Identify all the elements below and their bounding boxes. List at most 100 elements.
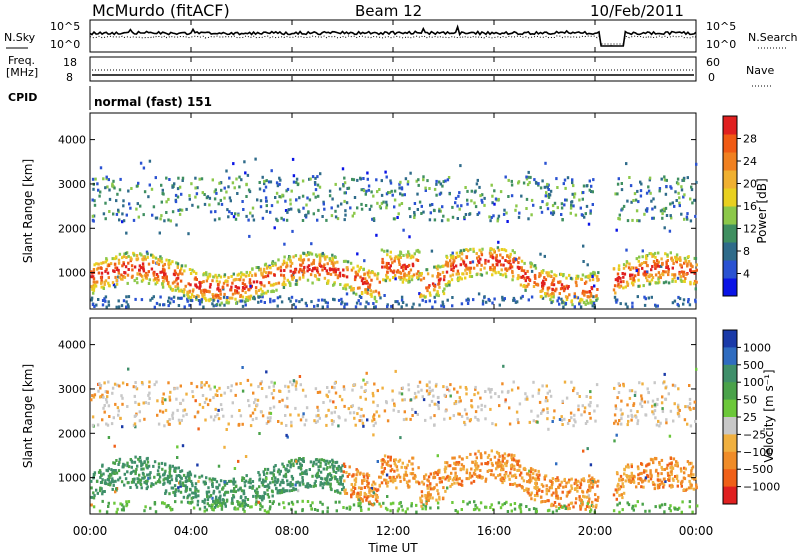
data-cell — [455, 461, 458, 465]
data-cell — [222, 295, 226, 299]
data-cell — [382, 469, 386, 473]
data-cell — [334, 182, 337, 186]
data-cell — [362, 475, 366, 479]
data-cell — [469, 452, 472, 456]
data-cell — [644, 478, 647, 482]
data-cell — [633, 394, 637, 397]
data-cell — [212, 304, 215, 308]
data-cell — [590, 184, 593, 188]
data-cell — [272, 500, 275, 504]
data-cell — [158, 259, 162, 263]
data-cell — [211, 503, 214, 507]
data-cell — [468, 471, 472, 475]
data-cell — [288, 280, 291, 284]
data-cell — [325, 423, 328, 427]
data-cell — [359, 302, 362, 306]
data-cell — [241, 501, 244, 505]
data-cell — [135, 387, 139, 391]
data-cell — [458, 412, 461, 416]
data-cell — [127, 295, 131, 299]
data-cell — [417, 270, 420, 274]
data-cell — [491, 273, 494, 277]
data-cell — [326, 271, 329, 275]
data-cell — [90, 275, 93, 279]
data-cell — [619, 302, 622, 306]
data-cell — [574, 213, 578, 217]
data-cell — [230, 489, 233, 493]
data-cell — [452, 255, 455, 258]
data-cell — [244, 274, 248, 278]
data-cell — [213, 190, 216, 194]
data-cell — [333, 410, 336, 414]
data-cell — [119, 502, 122, 506]
data-cell — [301, 499, 304, 503]
data-cell — [195, 495, 198, 499]
data-cell — [175, 278, 178, 282]
data-cell — [206, 275, 210, 279]
data-cell — [176, 187, 180, 191]
data-cell — [249, 294, 253, 298]
data-cell — [682, 279, 686, 283]
data-cell — [289, 463, 292, 467]
data-cell — [276, 489, 279, 493]
data-cell — [121, 381, 125, 385]
data-cell — [587, 488, 590, 492]
data-cell — [117, 268, 120, 272]
data-cell — [398, 186, 401, 190]
data-cell — [619, 485, 622, 489]
data-cell — [267, 483, 270, 487]
data-cell — [208, 504, 211, 508]
data-cell — [513, 251, 516, 255]
data-cell — [168, 471, 171, 474]
data-cell — [245, 296, 248, 299]
data-cell — [386, 460, 390, 464]
data-cell — [424, 505, 428, 509]
data-cell — [150, 484, 153, 488]
data-cell — [433, 265, 436, 269]
data-cell — [326, 301, 329, 305]
data-cell — [289, 413, 292, 417]
data-cell — [411, 456, 414, 460]
data-cell — [325, 467, 328, 471]
data-cell — [241, 476, 244, 480]
data-cell — [275, 288, 278, 292]
data-cell — [360, 188, 363, 192]
data-cell — [504, 249, 508, 253]
data-cell — [341, 488, 344, 491]
data-cell — [582, 477, 585, 481]
data-cell — [227, 276, 230, 280]
data-cell — [625, 465, 628, 469]
data-cell — [392, 217, 396, 221]
data-cell — [239, 414, 243, 418]
data-cell — [132, 218, 136, 222]
data-cell — [358, 286, 361, 290]
data-cell — [527, 487, 530, 491]
data-cell — [125, 300, 128, 304]
data-cell — [209, 415, 213, 419]
data-cell — [582, 244, 585, 248]
data-cell — [302, 251, 305, 255]
data-cell — [614, 278, 618, 282]
data-cell — [116, 383, 119, 387]
data-cell — [510, 456, 513, 460]
data-cell — [231, 501, 234, 505]
data-cell — [248, 190, 252, 194]
data-cell — [578, 395, 581, 398]
data-cell — [499, 506, 503, 510]
data-cell — [573, 292, 576, 296]
data-cell — [651, 254, 654, 258]
data-cell — [246, 498, 250, 501]
data-cell — [279, 469, 282, 473]
data-cell — [146, 273, 149, 277]
data-cell — [106, 390, 109, 394]
data-cell — [295, 380, 298, 384]
data-cell — [301, 459, 305, 463]
data-cell — [543, 276, 546, 280]
data-cell — [161, 188, 164, 192]
data-cell — [367, 184, 371, 188]
data-cell — [495, 461, 498, 465]
data-cell — [531, 394, 534, 398]
data-cell — [212, 491, 215, 495]
data-cell — [428, 291, 432, 295]
data-cell — [301, 261, 305, 265]
